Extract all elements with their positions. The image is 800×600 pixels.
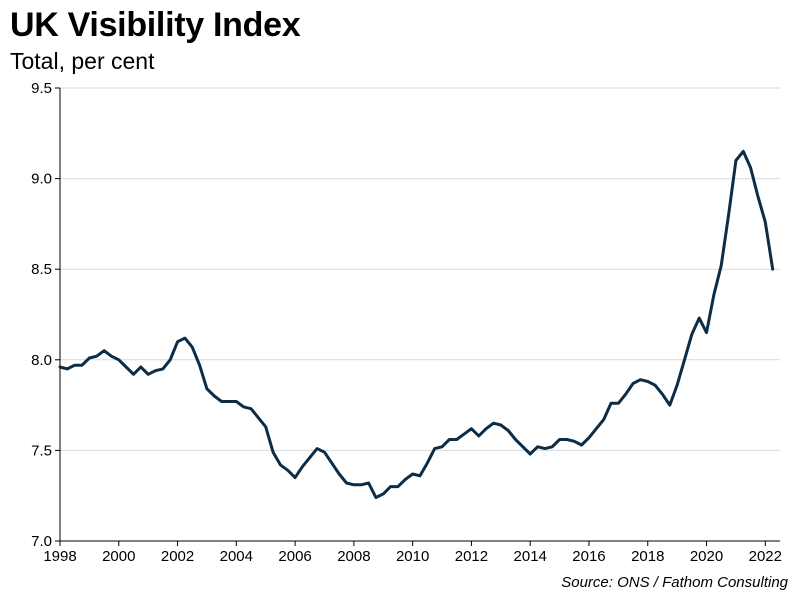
x-tick-label: 2000 <box>102 548 135 565</box>
x-tick-label: 2018 <box>631 548 664 565</box>
series-line <box>58 149 775 499</box>
x-tick-label: 2012 <box>455 548 488 565</box>
axes <box>59 88 780 542</box>
y-tick-label: 8.0 <box>31 352 52 369</box>
chart-title: UK Visibility Index <box>10 6 301 44</box>
x-tick-label: 2006 <box>278 548 311 565</box>
source-note: Source: ONS / Fathom Consulting <box>561 574 788 591</box>
x-tick-label: 2022 <box>749 548 782 565</box>
y-tick-label: 8.5 <box>31 261 52 278</box>
x-tick-label: 2020 <box>690 548 723 565</box>
x-tick-label: 2016 <box>572 548 605 565</box>
y-tick-label: 9.5 <box>31 80 52 97</box>
x-tick-label: 2004 <box>220 548 253 565</box>
x-tick-label: 2008 <box>337 548 370 565</box>
y-axis-ticks: 7.0 7.5 8.0 8.5 9.0 9.5 <box>31 80 60 550</box>
x-axis-ticks: 1998 2000 2002 2004 2006 2008 2010 2012 2014 2016… <box>43 541 782 565</box>
y-tick-label: 9.0 <box>31 171 52 188</box>
chart-subtitle: Total, per cent <box>10 48 155 74</box>
y-tick-label: 7.5 <box>31 442 52 459</box>
gridlines <box>60 87 780 451</box>
x-tick-label: 1998 <box>43 548 76 565</box>
x-tick-label: 2014 <box>514 548 547 565</box>
series-lines <box>58 149 775 499</box>
x-tick-label: 2002 <box>161 548 194 565</box>
y-tick-label: 7.0 <box>31 533 52 550</box>
x-tick-label: 2010 <box>396 548 429 565</box>
